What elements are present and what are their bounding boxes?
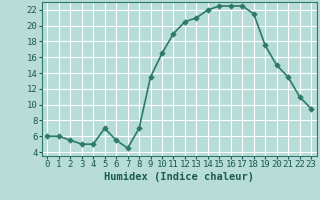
X-axis label: Humidex (Indice chaleur): Humidex (Indice chaleur) — [104, 172, 254, 182]
